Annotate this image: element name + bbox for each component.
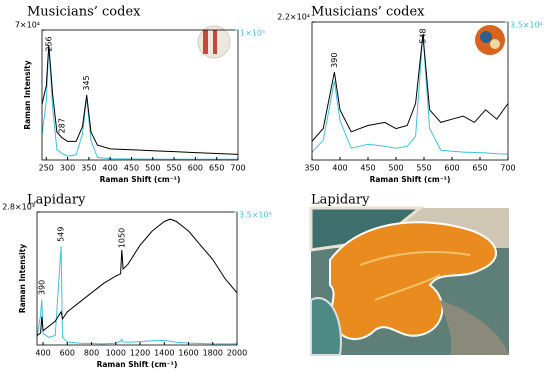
peak-label: 549 [57, 227, 66, 242]
spectrum-line [41, 44, 239, 155]
x-tick-label: 550 [166, 164, 181, 173]
x-tick-label: 700 [500, 164, 515, 173]
peak-label: 548 [418, 28, 427, 43]
y2-tick-label: 3.5×10⁴ [510, 21, 543, 30]
x-axis-label: Raman Shift (cm⁻¹) [370, 175, 451, 184]
x-tick-label: 500 [388, 164, 403, 173]
x-tick-label: 1200 [130, 349, 150, 358]
y-tick-label: 7×10⁴ [15, 21, 40, 30]
x-tick-label: 1000 [106, 349, 126, 358]
peak-label: 256 [44, 36, 53, 51]
x-tick-label: 350 [304, 164, 319, 173]
x-tick-label: 550 [416, 164, 431, 173]
plot-frame [311, 21, 509, 161]
x-tick-label: 400 [35, 349, 50, 358]
peak-label: 390 [330, 53, 339, 68]
peak-label: 287 [58, 118, 67, 133]
x-tick-label: 800 [84, 349, 99, 358]
peak-label: 390 [37, 280, 46, 295]
x-tick-label: 2000 [227, 349, 247, 358]
x-tick-label: 650 [209, 164, 224, 173]
x-tick-label: 450 [124, 164, 139, 173]
x-axis-label: Raman Shift (cm⁻¹) [97, 360, 178, 369]
y2-tick-label: 3.5×10⁴ [239, 211, 272, 220]
y-axis-label: Raman Intensity [23, 60, 32, 129]
x-tick-label: 400 [332, 164, 347, 173]
y-tick-label: 2.2×10⁴ [277, 13, 310, 22]
peak-label: 1050 [117, 228, 126, 248]
x-tick-label: 1800 [203, 349, 223, 358]
photo [309, 206, 509, 356]
photo-title: Lapidary [311, 193, 370, 208]
x-tick-label: 700 [230, 164, 245, 173]
x-tick-label: 1400 [154, 349, 174, 358]
x-tick-label: 600 [444, 164, 459, 173]
plot-frame [41, 29, 239, 161]
peak-label: 345 [82, 75, 91, 90]
inset-2 [475, 25, 505, 55]
chart-title: Musicians’ codex [311, 5, 425, 20]
x-tick-label: 600 [60, 349, 75, 358]
x-axis-label: Raman Shift (cm⁻¹) [100, 175, 181, 184]
inset-1 [197, 25, 231, 59]
x-tick-label: 450 [360, 164, 375, 173]
y-tick-label: 2.8×10³ [2, 203, 35, 212]
y2-tick-label: 1×10⁵ [240, 29, 265, 38]
spectrum-line [311, 34, 509, 142]
spectrum-line [311, 33, 509, 155]
x-tick-label: 600 [188, 164, 203, 173]
x-tick-label: 1600 [178, 349, 198, 358]
x-tick-label: 500 [145, 164, 160, 173]
chart-title: Lapidary [27, 193, 86, 208]
x-tick-label: 650 [472, 164, 487, 173]
chart-title: Musicians’ codex [27, 5, 141, 20]
spectrum-line [36, 218, 238, 336]
x-tick-label: 300 [60, 164, 75, 173]
x-tick-label: 350 [81, 164, 96, 173]
x-tick-label: 400 [103, 164, 118, 173]
spectrum-line [41, 45, 238, 160]
spectrum-line [36, 246, 237, 345]
y-axis-label: Raman Intensity [18, 244, 27, 313]
plot-frame [36, 211, 238, 346]
x-tick-label: 250 [39, 164, 54, 173]
